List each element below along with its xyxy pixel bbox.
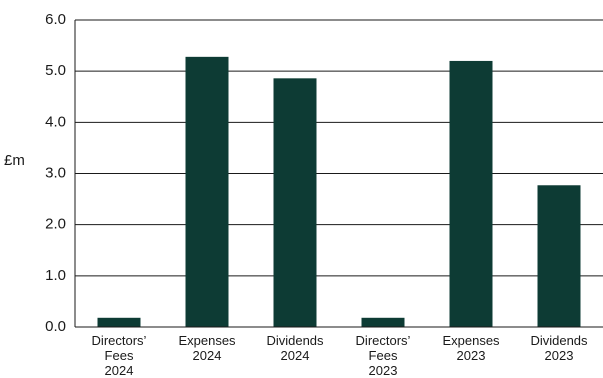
- y-tick-labels: 0.0 1.0 2.0 3.0 4.0 5.0 6.0: [45, 11, 66, 335]
- x-category-label-line: 2024: [281, 348, 310, 363]
- x-category-label-line: Dividends: [530, 333, 588, 348]
- x-category-label: Expenses 2024: [178, 333, 236, 363]
- x-category-label: Directors’ Fees 2024: [92, 333, 147, 378]
- bar: [273, 78, 317, 327]
- gridlines: [75, 19, 603, 277]
- y-tick-label: 5.0: [45, 62, 66, 79]
- y-axis-title: £m: [4, 152, 25, 169]
- bar: [449, 60, 493, 327]
- x-category-label-line: Directors’: [356, 333, 411, 348]
- bar: [97, 317, 141, 327]
- y-tick-label: 1.0: [45, 267, 66, 284]
- x-category-label-line: Directors’: [92, 333, 147, 348]
- axes: [74, 20, 603, 328]
- bars: [97, 56, 581, 328]
- x-category-label: Dividends 2023: [530, 333, 588, 363]
- x-category-label-line: 2023: [545, 348, 574, 363]
- y-tick-label: 4.0: [45, 113, 66, 130]
- bar: [537, 185, 581, 327]
- y-tick-label: 6.0: [45, 11, 66, 28]
- x-category-label-line: Fees: [369, 348, 398, 363]
- x-category-label-line: Fees: [105, 348, 134, 363]
- x-category-label-line: 2023: [457, 348, 486, 363]
- x-category-label: Dividends 2024: [266, 333, 324, 363]
- x-category-label-line: Expenses: [442, 333, 500, 348]
- x-category-label: Expenses 2023: [442, 333, 500, 363]
- x-category-label: Directors’ Fees 2023: [356, 333, 411, 378]
- bar: [185, 56, 229, 328]
- x-category-label-line: Expenses: [178, 333, 236, 348]
- x-category-label-line: 2024: [105, 363, 134, 378]
- bar: [361, 317, 405, 327]
- x-category-label-line: Dividends: [266, 333, 324, 348]
- x-category-label-line: 2023: [369, 363, 398, 378]
- x-category-label-line: 2024: [193, 348, 222, 363]
- y-tick-label: 3.0: [45, 164, 66, 181]
- y-tick-label: 0.0: [45, 318, 66, 335]
- y-tick-label: 2.0: [45, 216, 66, 233]
